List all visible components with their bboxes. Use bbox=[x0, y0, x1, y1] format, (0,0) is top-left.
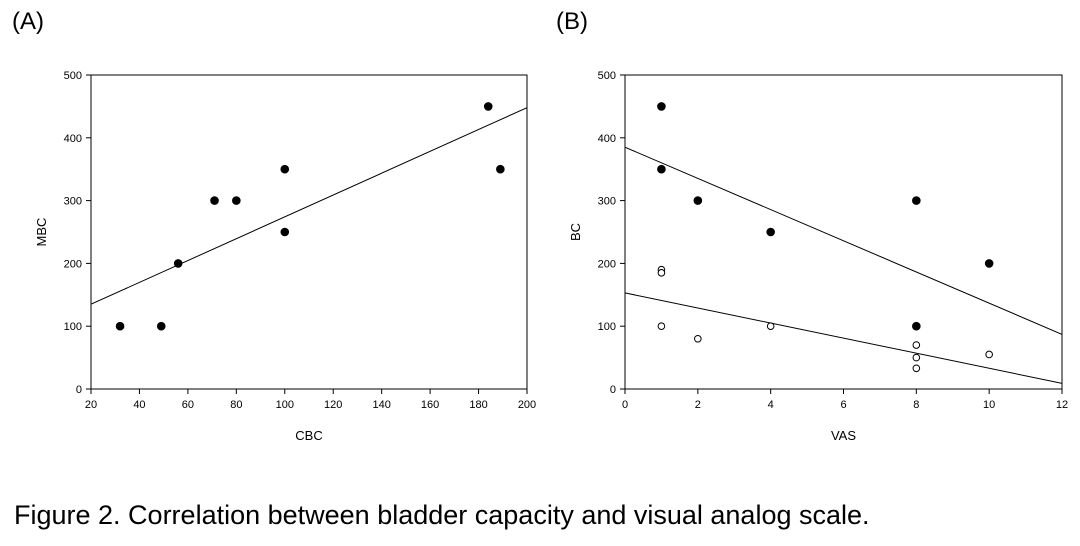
panel-label-b: (B) bbox=[556, 8, 588, 35]
chart-a-y-tick-label: 100 bbox=[64, 321, 82, 333]
chart-a-y-tick-label: 300 bbox=[64, 196, 82, 208]
chart-b-x-tick-label: 4 bbox=[768, 399, 774, 411]
chart-b-y-tick-label: 100 bbox=[598, 321, 616, 333]
chart-a-x-tick-label: 80 bbox=[230, 399, 242, 411]
chart-b-open-point bbox=[657, 322, 666, 331]
chart-a-y-tick-label: 0 bbox=[76, 384, 82, 396]
chart-a-x-tick-label: 40 bbox=[133, 399, 145, 411]
chart-b-filled-point bbox=[657, 102, 666, 111]
chart-a-plot-frame bbox=[90, 74, 528, 390]
chart-a-x-tick-label: 100 bbox=[276, 399, 294, 411]
chart-a-y-tick-label: 500 bbox=[64, 70, 82, 82]
chart-b-filled-point bbox=[657, 164, 666, 174]
chart-b-filled-point bbox=[693, 196, 703, 205]
chart-a-x-tick-label: 120 bbox=[324, 399, 342, 411]
chart-b-open-point bbox=[657, 269, 666, 277]
chart-a-regression-line-1 bbox=[91, 107, 527, 305]
chart-b-open-point bbox=[912, 353, 921, 362]
chart-b-x-tick-label: 0 bbox=[622, 399, 628, 411]
chart-b-open-point bbox=[766, 322, 775, 331]
chart-b-y-tick-label: 0 bbox=[610, 384, 616, 396]
chart-a-x-axis-title: CBC bbox=[295, 428, 322, 443]
chart-b-regression-line-1 bbox=[625, 146, 1062, 335]
chart-b-x-tick-label: 12 bbox=[1056, 399, 1068, 411]
chart-b-y-tick-label: 500 bbox=[598, 70, 616, 82]
chart-a-x-tick-label: 20 bbox=[85, 399, 97, 411]
chart-a-x-tick-label: 60 bbox=[182, 399, 194, 411]
chart-b-x-tick-label: 2 bbox=[695, 399, 701, 411]
chart-b-filled-point bbox=[912, 196, 921, 205]
chart-a-x-tick-label: 160 bbox=[421, 399, 439, 411]
chart-a-x-tick-label: 180 bbox=[469, 399, 487, 411]
chart-b-x-tick-label: 10 bbox=[983, 399, 995, 411]
chart-a-filled-point bbox=[280, 227, 290, 237]
chart-b-regression-line-2 bbox=[625, 292, 1062, 384]
chart-b-y-tick-label: 400 bbox=[598, 133, 616, 145]
chart-a-y-tick-label: 400 bbox=[64, 133, 82, 145]
chart-a-filled-point bbox=[173, 259, 183, 268]
chart-a-y-axis-title: MBC bbox=[34, 218, 49, 247]
chart-b-y-tick-label: 300 bbox=[598, 196, 616, 208]
chart-b-y-tick-label: 200 bbox=[598, 258, 616, 270]
chart-a-x-tick-label: 140 bbox=[372, 399, 390, 411]
chart-b-open-point bbox=[694, 334, 702, 343]
chart-a-filled-point bbox=[210, 196, 219, 205]
chart-b-x-tick-label: 6 bbox=[840, 399, 846, 411]
chart-a-filled-point bbox=[280, 164, 290, 174]
chart-a-filled-point bbox=[156, 321, 166, 331]
figure-caption: Figure 2. Correlation between bladder ca… bbox=[14, 500, 870, 530]
chart-b-open-point bbox=[912, 341, 921, 349]
chart-b-open-point bbox=[912, 364, 921, 373]
chart-b-filled-point bbox=[766, 227, 775, 237]
chart-a-filled-point bbox=[483, 102, 493, 111]
chart-a-filled-point bbox=[232, 196, 241, 205]
chart-b-plot-frame bbox=[624, 74, 1063, 390]
chart-a-filled-point bbox=[115, 321, 125, 331]
chart-b-filled-point bbox=[984, 259, 994, 268]
chart-b-y-axis-title: BC bbox=[568, 223, 583, 241]
chart-b-open-point bbox=[985, 350, 993, 359]
chart-b-filled-point bbox=[912, 321, 921, 331]
chart-a-y-tick-label: 200 bbox=[64, 258, 82, 270]
chart-a-x-tick-label: 200 bbox=[518, 399, 536, 411]
chart-a-filled-point bbox=[496, 164, 505, 174]
chart-b-x-axis-title: VAS bbox=[831, 428, 856, 443]
panel-label-a: (A) bbox=[12, 8, 44, 35]
chart-b-x-tick-label: 8 bbox=[913, 399, 919, 411]
